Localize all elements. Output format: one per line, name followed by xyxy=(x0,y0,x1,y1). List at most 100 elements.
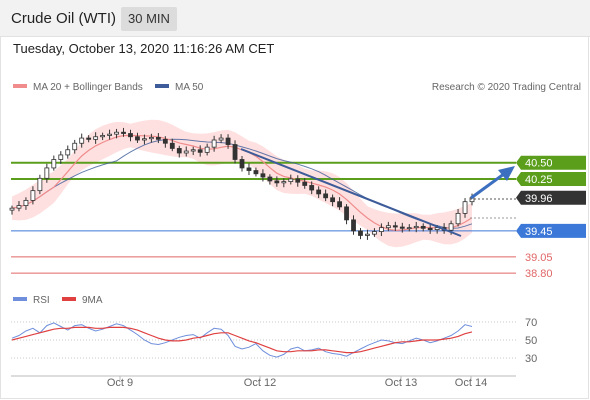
candle xyxy=(86,135,92,143)
candle xyxy=(427,223,433,234)
candle xyxy=(128,129,133,142)
candle xyxy=(462,198,468,218)
target-arrow-head xyxy=(498,166,515,181)
timestamp: Tuesday, October 13, 2020 11:16:26 AM CE… xyxy=(13,41,275,56)
annotations xyxy=(240,148,516,237)
legend-rsi-label: RSI xyxy=(33,295,50,306)
candle xyxy=(365,229,370,240)
legend-9ma-label: 9MA xyxy=(82,295,103,306)
level-label-40.25: 40.25 xyxy=(525,174,553,186)
chart-header: Crude Oil (WTI) 30 MIN xyxy=(0,0,590,37)
target-arrow-shaft xyxy=(470,169,509,200)
candle xyxy=(302,178,308,189)
bollinger-bands xyxy=(12,119,472,248)
rsi-9ma-line xyxy=(11,326,473,354)
candle xyxy=(399,222,405,233)
candle xyxy=(351,215,356,235)
candle xyxy=(406,224,412,232)
candle xyxy=(295,175,301,187)
rsi-ticks: 70 50 30 xyxy=(525,317,537,365)
x-tick-label: Oct 12 xyxy=(244,377,276,389)
candle xyxy=(392,221,398,232)
candle xyxy=(413,221,419,233)
x-tick-label: Oct 13 xyxy=(385,377,417,389)
candle xyxy=(176,145,182,158)
bollinger-band-area xyxy=(12,119,472,248)
candle xyxy=(378,223,384,237)
candle xyxy=(72,139,78,154)
candle xyxy=(225,134,231,149)
candle xyxy=(274,176,280,187)
candle xyxy=(218,134,224,144)
candle xyxy=(135,132,140,143)
legend-9ma-swatch xyxy=(62,297,76,301)
candle xyxy=(107,129,112,140)
x-tick-label: Oct 14 xyxy=(455,377,487,389)
level-label-39.45: 39.45 xyxy=(525,226,553,238)
candle xyxy=(183,146,189,157)
candle xyxy=(162,136,168,148)
rsi-tick-30: 30 xyxy=(525,353,537,365)
level-labels: 40.50 40.25 39.96 39.45 39.05 38.80 xyxy=(516,155,586,280)
candle xyxy=(232,140,238,164)
credit-text: Research © 2020 Trading Central xyxy=(432,82,581,93)
timeframe-badge[interactable]: 30 MIN xyxy=(121,7,177,31)
rsi-lines xyxy=(11,322,473,358)
candle xyxy=(93,132,99,144)
level-tag-40.50 xyxy=(516,155,586,170)
level-label-38.80: 38.80 xyxy=(525,268,553,280)
rsi-tick-70: 70 xyxy=(525,317,537,329)
candle xyxy=(455,208,461,227)
candle xyxy=(246,163,252,176)
candle xyxy=(190,146,196,156)
level-label-40.50: 40.50 xyxy=(525,158,553,170)
candle xyxy=(385,221,391,232)
candle xyxy=(420,223,426,232)
legend-ma20-swatch xyxy=(13,84,27,88)
x-tick-label: Oct 9 xyxy=(107,377,133,389)
level-tag-40.25 xyxy=(516,171,586,186)
candle xyxy=(267,174,273,185)
candle xyxy=(148,133,154,143)
candle xyxy=(9,205,15,215)
legend-ma50-swatch xyxy=(155,84,169,88)
candle xyxy=(44,163,50,183)
rsi-tick-50: 50 xyxy=(525,335,537,347)
candle xyxy=(344,204,349,225)
x-ticks: Oct 9 Oct 12 Oct 13 Oct 14 xyxy=(107,376,487,389)
candle xyxy=(155,133,161,144)
candle xyxy=(58,151,64,164)
candle xyxy=(79,133,85,148)
candle xyxy=(169,138,175,152)
candle xyxy=(330,194,336,207)
candle xyxy=(51,155,57,171)
candle xyxy=(337,197,342,210)
instrument-title: Crude Oil (WTI) xyxy=(11,10,116,27)
candle xyxy=(253,167,259,177)
candle xyxy=(65,145,71,159)
candle xyxy=(30,186,36,205)
candle xyxy=(16,201,22,212)
candle xyxy=(260,169,266,182)
legend-ma20-label: MA 20 + Bollinger Bands xyxy=(33,82,143,93)
candle xyxy=(309,181,315,195)
level-label-39.96: 39.96 xyxy=(525,193,553,205)
candle xyxy=(316,186,322,199)
candle xyxy=(358,227,363,240)
level-tag-39.45 xyxy=(516,223,586,238)
legend-rsi-swatch xyxy=(13,297,27,301)
candle xyxy=(372,228,377,237)
candle xyxy=(204,143,210,156)
candle xyxy=(288,174,294,185)
candle xyxy=(211,135,217,152)
candle xyxy=(114,128,119,139)
candle xyxy=(100,132,106,141)
candles xyxy=(9,127,475,240)
legend-ma50-label: MA 50 xyxy=(175,82,204,93)
candle xyxy=(239,156,245,172)
candle xyxy=(281,178,287,188)
level-label-39.05: 39.05 xyxy=(525,252,553,264)
candle xyxy=(197,145,203,157)
candle xyxy=(37,174,43,195)
